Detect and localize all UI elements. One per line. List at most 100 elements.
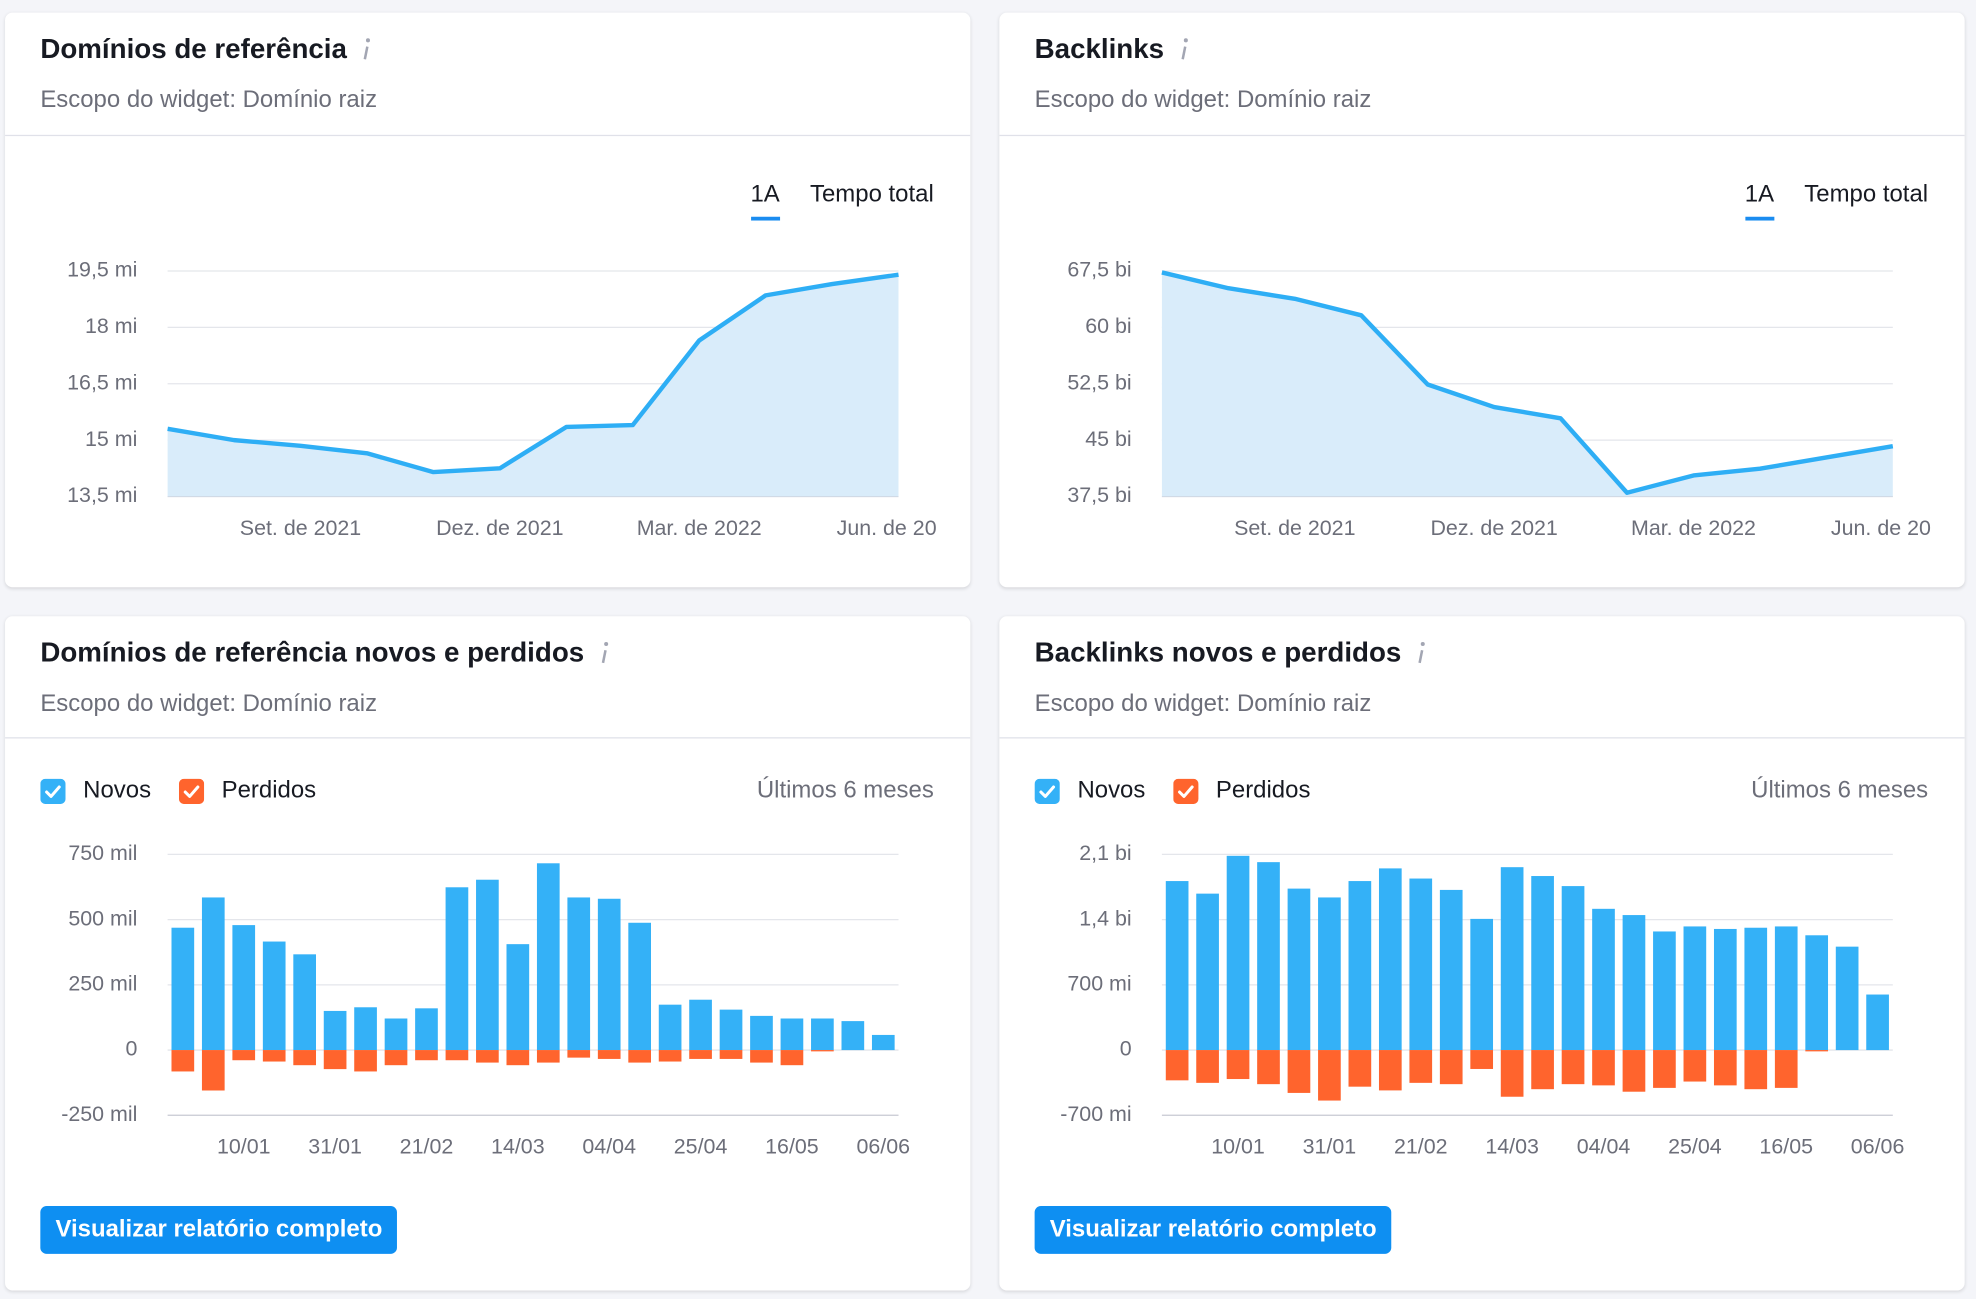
y-tick-label: 1,4 bi — [1079, 906, 1131, 930]
bar — [1653, 931, 1676, 1051]
legend-item[interactable]: Perdidos — [178, 777, 317, 806]
bar — [323, 1010, 347, 1051]
bar — [719, 1050, 743, 1059]
tab[interactable]: 1A — [750, 181, 780, 221]
info-icon[interactable] — [1416, 640, 1426, 665]
bar — [780, 1050, 804, 1066]
separator — [5, 134, 971, 137]
widget-title-text: Backlinks novos e perdidos — [1034, 636, 1402, 668]
bar — [1287, 1050, 1311, 1093]
bar — [415, 1008, 438, 1051]
bar — [811, 1050, 834, 1052]
bar — [1378, 868, 1402, 1051]
bar — [811, 1018, 834, 1051]
bar — [476, 1050, 499, 1063]
bar — [1500, 867, 1524, 1051]
x-tick-label: 14/03 — [491, 1135, 545, 1159]
bar — [689, 999, 712, 1051]
x-tick-label: 31/01 — [1303, 1135, 1357, 1159]
bar — [567, 1050, 591, 1058]
bar — [628, 922, 651, 1051]
period-label: Últimos 6 meses — [756, 777, 934, 805]
bar — [232, 1050, 256, 1061]
legend-item[interactable]: Perdidos — [1173, 778, 1310, 806]
y-tick-label: 700 mi — [1067, 972, 1131, 996]
period-label: Últimos 6 meses — [1751, 777, 1929, 805]
tab[interactable]: Tempo total — [810, 181, 934, 208]
y-tick-label: 52,5 bi — [1067, 370, 1131, 394]
checkbox-tick — [1039, 785, 1056, 798]
widget-card: Domínios de referência Escopo do widget:… — [5, 12, 971, 588]
bar — [1257, 862, 1280, 1051]
period-tabs: 1A Tempo total — [750, 181, 934, 221]
widget-scope: Escopo do widget: Domínio raiz — [40, 690, 378, 718]
bar — [1744, 1050, 1768, 1090]
x-tick-label: Jun. de 2022 — [837, 516, 937, 540]
bar — [1196, 1050, 1219, 1083]
legend-label: Perdidos — [221, 777, 317, 805]
chart: -250 mil 0 250 mil 500 mil 750 mil 10/01 31/01… — [61, 841, 911, 1159]
bar — [750, 1050, 773, 1063]
tab[interactable]: Tempo total — [1804, 181, 1929, 208]
x-tick-label: 25/04 — [1668, 1135, 1722, 1159]
bar — [1622, 915, 1646, 1051]
bar — [1348, 1050, 1372, 1087]
info-icon[interactable] — [599, 640, 609, 665]
checkbox-tick — [183, 785, 200, 798]
report-button[interactable]: Visualizar relatório completo — [40, 1206, 398, 1254]
bar — [1774, 926, 1798, 1051]
y-tick-label: -700 mi — [1060, 1102, 1131, 1126]
legend: Novos Perdidos — [40, 778, 344, 806]
legend-label: Perdidos — [1215, 777, 1311, 805]
legend-checkbox — [1173, 778, 1199, 805]
x-tick-label: 06/06 — [1851, 1135, 1905, 1159]
bar — [323, 1050, 347, 1070]
bar — [506, 1050, 530, 1066]
widget-scope: Escopo do widget: Domínio raiz — [1034, 86, 1372, 114]
bar — [1439, 889, 1463, 1051]
x-tick-label: Dez. de 2021 — [1430, 516, 1557, 540]
separator — [5, 737, 971, 739]
bar — [232, 925, 256, 1051]
chart: -700 mi 0 700 mi 1,4 bi 2,1 bi 10/01 31/01 21/0… — [1060, 841, 1905, 1159]
report-button[interactable]: Visualizar relatório completo — [1034, 1206, 1392, 1254]
y-tick-label: 67,5 bi — [1067, 258, 1131, 282]
x-tick-label: Dez. de 2021 — [436, 516, 563, 540]
x-tick-label: Mar. de 2022 — [1631, 516, 1756, 540]
tab[interactable]: 1A — [1744, 181, 1775, 221]
x-tick-label: 04/04 — [582, 1135, 636, 1159]
x-tick-label: 04/04 — [1577, 1135, 1631, 1159]
bar — [476, 879, 499, 1051]
bar — [1287, 888, 1311, 1051]
y-tick-label: 2,1 bi — [1079, 841, 1131, 865]
bar — [415, 1050, 438, 1061]
bar — [1318, 897, 1341, 1051]
info-icon[interactable] — [1179, 37, 1189, 62]
legend-item[interactable]: Novos — [1034, 778, 1145, 806]
bar — [1653, 1050, 1676, 1088]
bar — [354, 1007, 377, 1051]
widget-title: Domínios de referência novos e perdidos — [40, 636, 609, 669]
bar — [567, 897, 591, 1051]
x-tick-label: 06/06 — [857, 1135, 911, 1159]
y-tick-label: -250 mil — [61, 1102, 137, 1126]
widget-card: Domínios de referência novos e perdidos … — [5, 616, 971, 1291]
widget-title: Domínios de referência — [40, 33, 372, 66]
y-tick-label: 15 mi — [85, 427, 137, 451]
x-tick-label: 10/01 — [217, 1135, 271, 1159]
widget-scope: Escopo do widget: Domínio raiz — [40, 86, 378, 114]
widget-card: Backlinks Escopo do widget: Domínio raiz… — [999, 12, 1965, 588]
y-tick-label: 60 bi — [1085, 314, 1131, 338]
x-tick-label: 10/01 — [1211, 1135, 1265, 1159]
bar — [201, 1050, 225, 1091]
bar — [201, 897, 225, 1051]
legend-item[interactable]: Novos — [40, 778, 151, 806]
area — [1161, 272, 1893, 497]
checkbox-box — [1034, 778, 1060, 805]
x-tick-label: Set. de 2021 — [1234, 516, 1355, 540]
widget-card: Backlinks novos e perdidos Escopo do wid… — [999, 616, 1965, 1291]
area — [167, 274, 899, 497]
x-tick-label: Set. de 2021 — [240, 516, 361, 540]
y-tick-label: 500 mil — [68, 906, 137, 930]
info-icon[interactable] — [362, 37, 372, 62]
